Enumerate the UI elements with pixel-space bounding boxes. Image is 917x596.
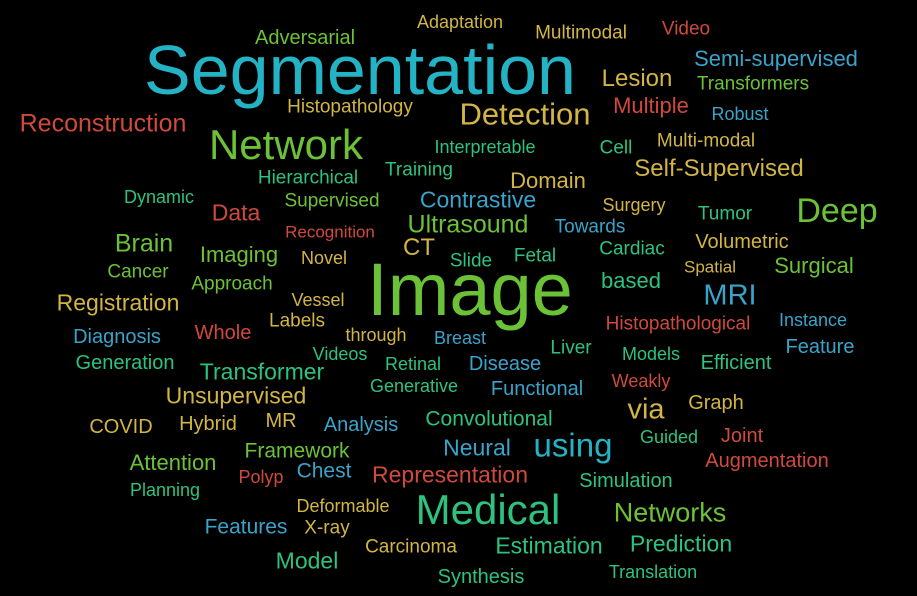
word-via: via [627,393,665,426]
word-cancer: Cancer [107,261,169,283]
word-brain: Brain [114,229,174,258]
word-generation: Generation [75,352,175,374]
word-domain: Domain [510,168,586,193]
word-self-supervised: Self-Supervised [634,155,804,182]
word-joint: Joint [720,425,764,447]
word-convolutional: Convolutional [425,407,553,431]
word-diagnosis: Diagnosis [73,326,161,348]
word-efficient: Efficient [700,352,772,374]
word-translation: Translation [608,562,698,582]
word-surgical: Surgical [774,253,854,278]
word-detection: Detection [459,96,591,132]
word-dynamic: Dynamic [123,187,195,207]
word-networks: Networks [613,497,727,528]
word-multiple: Multiple [613,93,689,118]
word-representation: Representation [372,461,528,488]
word-spatial: Spatial [684,257,736,277]
word-prediction: Prediction [629,530,733,557]
word-videos: Videos [312,344,368,364]
word-vessel: Vessel [291,290,345,310]
word-interpretable: Interpretable [434,137,536,157]
word-analysis: Analysis [323,414,399,436]
word-training: Training [385,159,453,181]
word-histopathology: Histopathology [287,96,413,118]
word-towards: Towards [554,216,626,238]
word-mri: MRI [703,279,757,312]
word-estimation: Estimation [495,532,603,559]
word-histopathological: Histopathological [605,313,751,335]
word-polyp: Polyp [238,467,284,487]
word-feature: Feature [785,336,855,358]
word-instance: Instance [778,310,848,330]
word-contrastive: Contrastive [419,186,537,213]
word-attention: Attention [129,450,217,475]
word-carcinoma: Carcinoma [365,536,457,558]
word-transformers: Transformers [696,73,810,95]
word-unsupervised: Unsupervised [165,382,307,409]
word-slide: Slide [449,250,493,272]
word-video: Video [661,18,711,40]
word-covid: COVID [89,416,153,438]
word-segmentation: Segmentation [144,31,576,109]
word-imaging: Imaging [199,242,279,267]
word-generative: Generative [369,376,459,396]
word-transformer: Transformer [199,358,325,385]
word-ultrasound: Ultrasound [407,210,529,239]
word-hybrid: Hybrid [179,413,237,435]
word-deep: Deep [796,192,878,230]
word-breast: Breast [433,328,487,348]
word-data: Data [211,199,261,226]
word-ct: CT [403,234,435,261]
word-planning: Planning [129,480,201,500]
word-chest: Chest [296,459,352,483]
word-robust: Robust [711,104,769,124]
word-guided: Guided [639,427,699,447]
word-adaptation: Adaptation [416,12,504,32]
word-tumor: Tumor [697,203,753,225]
word-models: Models [621,344,681,364]
word-image: Image [367,248,573,331]
word-framework: Framework [244,439,350,463]
word-labels: Labels [269,310,325,332]
word-retinal: Retinal [384,354,442,374]
word-multimodal: Multimodal [535,22,627,44]
word-recognition: Recognition [285,222,375,242]
word-whole: Whole [194,322,252,344]
word-cell: Cell [599,137,633,159]
word-simulation: Simulation [579,470,673,492]
word-surgery: Surgery [602,195,666,215]
word-semi-supervised: Semi-supervised [694,46,858,71]
word-approach: Approach [191,273,273,295]
word-medical: Medical [415,486,561,533]
word-functional: Functional [490,378,584,400]
word-features: Features [204,515,288,539]
word-supervised: Supervised [284,190,380,212]
word-augmentation: Augmentation [705,450,829,472]
word-registration: Registration [56,289,180,316]
word-novel: Novel [300,248,348,268]
word-multi-modal: Multi-modal [656,130,756,152]
word-liver: Liver [550,337,592,359]
word-graph: Graph [688,392,744,414]
word-x-ray: X-ray [304,517,350,539]
word-based: based [601,268,661,293]
word-model: Model [275,547,339,574]
word-weakly: Weakly [611,371,671,391]
word-through: through [345,325,407,345]
word-neural: Neural [443,434,511,461]
word-cardiac: Cardiac [599,238,665,260]
word-using: using [533,426,613,464]
word-deformable: Deformable [296,496,390,516]
word-hierarchical: Hierarchical [257,167,359,189]
word-fetal: Fetal [513,245,557,267]
word-adversarial: Adversarial [254,27,356,49]
word-reconstruction: Reconstruction [19,109,187,138]
word-network: Network [208,121,364,168]
word-volumetric: Volumetric [695,231,789,253]
word-lesion: Lesion [601,65,673,92]
word-disease: Disease [468,353,542,375]
word-synthesis: Synthesis [437,566,525,588]
word-mr: MR [265,410,297,432]
